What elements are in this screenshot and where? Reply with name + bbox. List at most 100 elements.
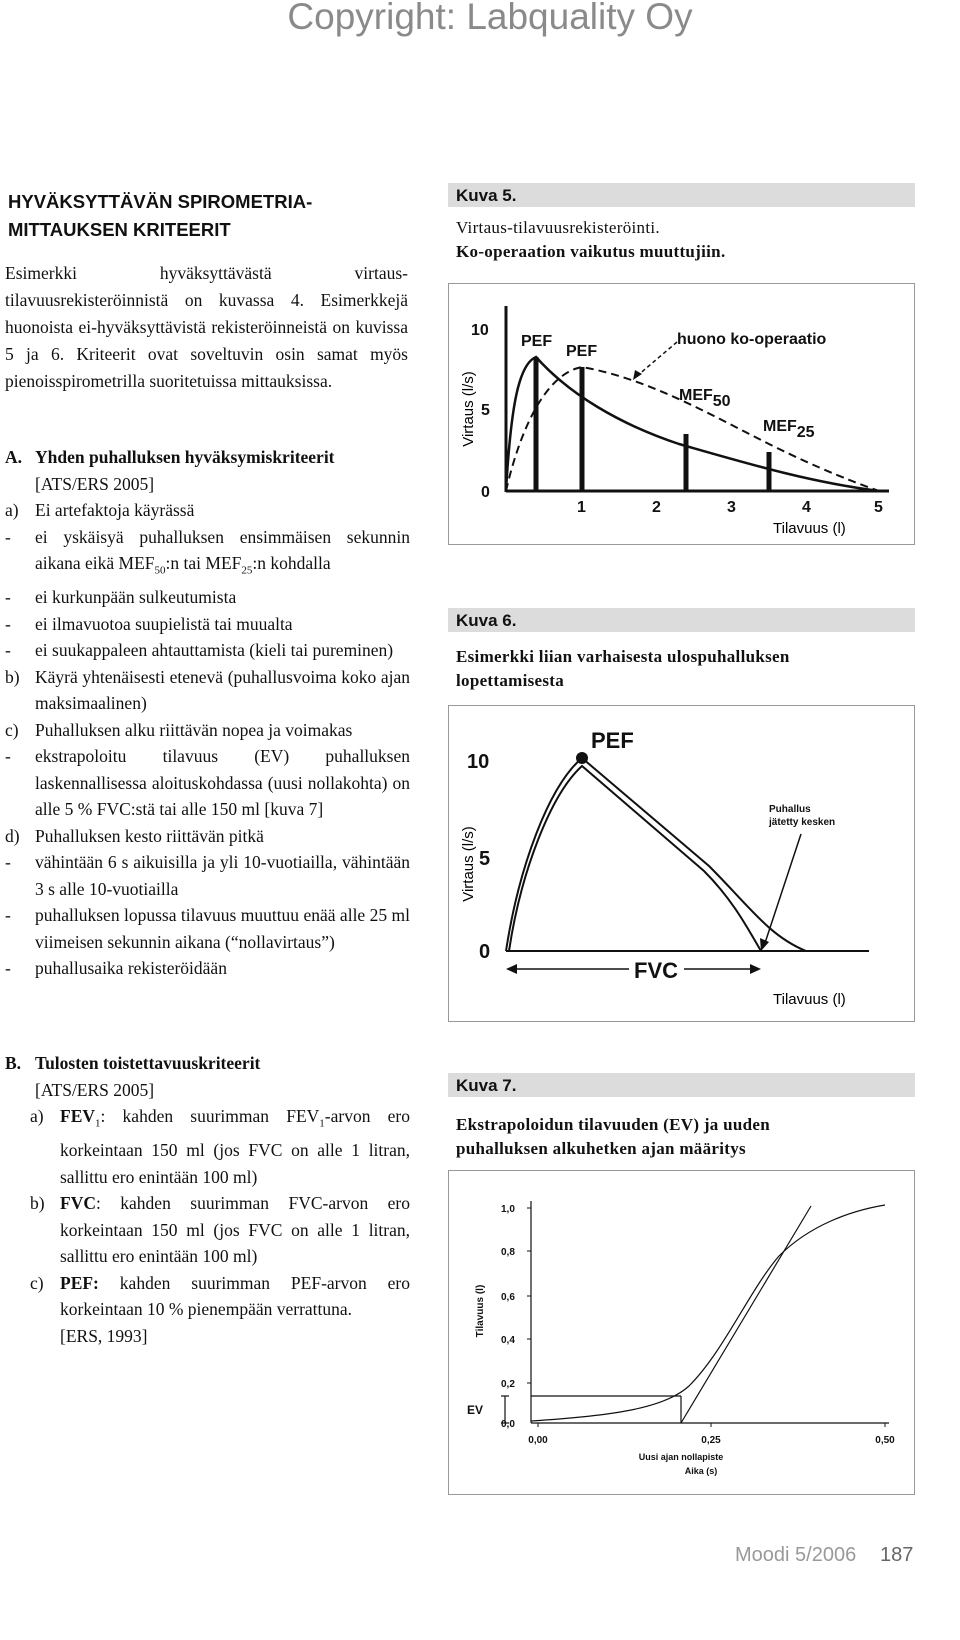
y-tick-label: 0 [481, 484, 490, 501]
item-text: Puhalluksen kesto riittävän pitkä [35, 823, 410, 850]
intro: Esimerkki hyväksyttävästä virtaus-tilavu… [5, 263, 408, 391]
text-run: kahden suurimman PEF-arvon ero korkeinta… [60, 1272, 410, 1320]
figure-title: Esimerkki liian varhaisesta ulospuhalluk… [456, 645, 916, 693]
list-item: c) Puhalluksen alku riittävän nopea ja vo… [5, 717, 410, 744]
item-marker: - [5, 640, 11, 660]
x-tick-label: 0,00 [528, 1435, 548, 1446]
figure-title-line: Ko-operaation vaikutus muuttujiin. [456, 242, 726, 261]
list-item: d) Puhalluksen kesto riittävän pitkä [5, 823, 410, 850]
item-text: vähintään 6 s aikuisilla ja yli 10-vuoti… [35, 849, 410, 902]
item-marker: - [5, 613, 11, 634]
annotation: Puhallus [769, 804, 811, 815]
figure-title-line: Esimerkki liian varhaisesta ulospuhalluk… [456, 647, 790, 666]
item-marker: - [5, 746, 11, 766]
list-item: a) FEV1: kahden suurimman FEV1-arvon ero … [5, 1103, 410, 1190]
annotation-sub: 50 [713, 393, 731, 410]
text-run: puhallusaika rekisteröidään [35, 958, 227, 978]
heading-line: MITTAUKSEN KRITEERIT [8, 219, 231, 240]
annotation: MEF50 [679, 387, 731, 410]
item-text: PEF: kahden suurimman PEF-arvon ero kork… [60, 1270, 410, 1323]
y-tick-label: 0,4 [501, 1335, 515, 1346]
text-run: ei ilmavuotoa suupielistä tai muualta [35, 613, 293, 634]
item-marker: - [5, 905, 11, 925]
list-item: - puhalluksen lopussa tilavuus muuttuu en… [5, 902, 410, 955]
bold-run: FVC [60, 1193, 96, 1213]
section-a: A. Yhden puhalluksen hyväksymiskriteerit … [5, 444, 410, 982]
text-run: ekstrapoloitu tilavuus (EV) puhalluksen … [35, 746, 410, 819]
figure-caption: Kuva 6. [448, 608, 915, 632]
y-tick-label: 10 [467, 751, 489, 773]
item-marker: - [5, 587, 11, 607]
figure-caption: Kuva 7. [448, 1073, 915, 1097]
annotation: PEF [521, 333, 552, 350]
item-text: ei suukappaleen ahtauttamista (kieli tai… [35, 637, 410, 664]
x-axis-label: Aika (s) [685, 1466, 718, 1476]
annotation-sub: 25 [797, 424, 815, 441]
figure-title-line: Virtaus-tilavuusrekisteröinti. [456, 218, 660, 237]
figure-title: Virtaus-tilavuusrekisteröinti. Ko-operaa… [456, 216, 916, 264]
x-axis-label: Tilavuus (l) [773, 520, 846, 537]
y-tick-label: 0,6 [501, 1292, 515, 1303]
x-tick-label: 1 [577, 499, 586, 516]
item-marker: - [5, 526, 11, 547]
section-title: Tulosten toistettavuuskriteerit [35, 1053, 261, 1073]
text-run: puhalluksen lopussa tilavuus muuttuu enä… [35, 905, 410, 952]
x-tick-label: 0,50 [875, 1435, 895, 1446]
annotation: Uusi ajan nollapiste [639, 1452, 724, 1462]
y-tick-label: 0,0 [501, 1419, 515, 1430]
list-item: a) Ei artefaktoja käyrässä [5, 497, 410, 524]
section-title: Yhden puhalluksen hyväksymiskriteerit [35, 447, 335, 467]
figure-title-line: lopettamisesta [456, 671, 565, 690]
section-header: B. Tulosten toistettavuuskriteerit [5, 1050, 410, 1077]
list-item: - vähintään 6 s aikuisilla ja yli 10-vuot… [5, 849, 410, 902]
figure-title: Ekstrapoloidun tilavuuden (EV) ja uuden … [456, 1113, 916, 1161]
item-text: Puhalluksen alku riittävän nopea ja voim… [35, 717, 410, 744]
item-text: ei kurkunpään sulkeutumista [35, 584, 410, 611]
y-tick-label: 0,8 [501, 1247, 515, 1258]
text-run: -arvon ero korkeintaan 150 ml (jos FVC o… [60, 1106, 410, 1187]
figure-6: 10 5 0 PEF Puhallus jätetty kesken FVC V… [448, 705, 915, 1022]
footer-journal: Moodi 5/2006 [735, 1544, 857, 1566]
section-label: B. [5, 1053, 22, 1073]
y-axis-label: Virtaus (l/s) [460, 371, 477, 447]
text-run: vähintään 6 s aikuisilla ja yli 10-vuoti… [35, 852, 410, 899]
reference: [ATS/ERS 2005] [35, 473, 155, 494]
subscript: 1 [319, 1117, 325, 1130]
figure-caption: Kuva 5. [448, 183, 915, 207]
text-run: :n kohdalla [252, 553, 331, 573]
y-tick-label: 5 [479, 848, 490, 870]
item-text: ei yskäisyä puhalluksen ensimmäisen seku… [35, 524, 410, 585]
x-tick-label: 5 [874, 499, 883, 516]
item-marker: c) [5, 719, 19, 740]
item-text: puhallusaika rekisteröidään [35, 955, 410, 982]
item-marker: b) [5, 666, 20, 687]
annotation: jätetty kesken [768, 817, 835, 828]
list-item: - ei suukappaleen ahtauttamista (kieli ta… [5, 637, 410, 664]
list-item: c) PEF: kahden suurimman PEF-arvon ero ko… [5, 1270, 410, 1323]
text-run: ei suukappaleen ahtauttamista (kieli tai… [35, 640, 394, 660]
subscript: 25 [241, 564, 253, 577]
text-run: : kahden suurimman FEV [100, 1106, 320, 1126]
item-marker: a) [5, 500, 19, 520]
item-text: FEV1: kahden suurimman FEV1-arvon ero ko… [60, 1103, 410, 1190]
subscript: 50 [154, 564, 166, 577]
y-tick-label: 0,2 [501, 1379, 515, 1390]
annotation: FVC [634, 958, 678, 983]
x-tick-label: 4 [802, 499, 811, 516]
annotation: EV [467, 1403, 483, 1417]
item-marker: a) [30, 1106, 44, 1126]
y-tick-label: 0 [479, 941, 490, 963]
item-text: FVC: kahden suurimman FVC-arvon ero kork… [60, 1190, 410, 1270]
copyright: Copyright: Labquality Oy [287, 0, 693, 37]
list-item: b) FVC: kahden suurimman FVC-arvon ero ko… [5, 1190, 410, 1270]
list-item: - ei yskäisyä puhalluksen ensimmäisen sek… [5, 524, 410, 585]
text-run: ei kurkunpään sulkeutumista [35, 587, 237, 607]
list-item: - puhallusaika rekisteröidään [5, 955, 410, 982]
bold-run: PEF: [60, 1272, 99, 1293]
list-item: - ei kurkunpään sulkeutumista [5, 584, 410, 611]
item-marker: b) [30, 1193, 45, 1213]
y-tick-label: 1,0 [501, 1204, 515, 1215]
figure-5: 10 5 0 1 2 3 4 5 PEF PEF huono ko-operaa… [448, 283, 915, 545]
item-marker: c) [30, 1272, 44, 1293]
